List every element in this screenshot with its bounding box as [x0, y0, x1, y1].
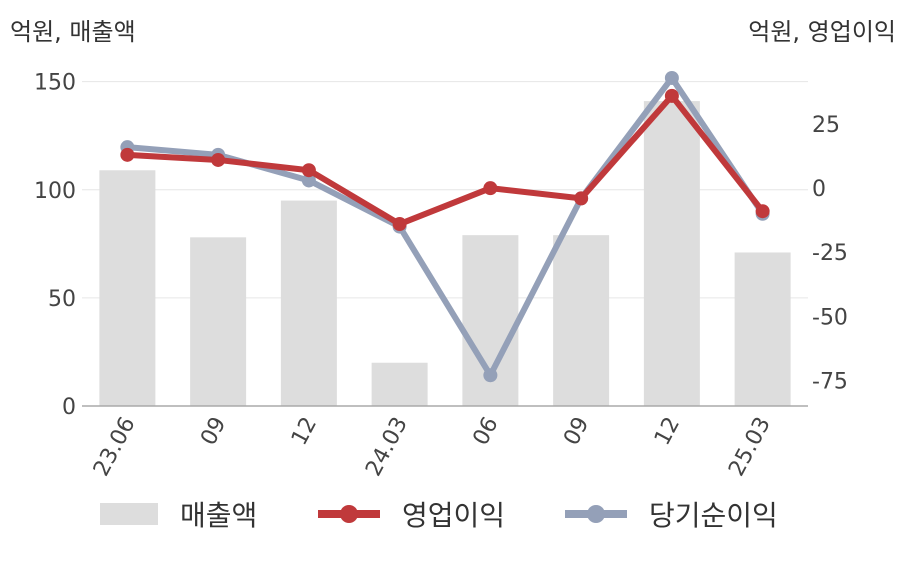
y-left-tick-label: 50	[48, 287, 76, 312]
x-tick-label: 09	[196, 413, 231, 449]
legend-item-revenue: 매출액	[100, 492, 257, 536]
legend-item-net-income: 당기순이익	[565, 492, 778, 536]
point-net-income	[301, 173, 316, 188]
y-right-tick-label: -50	[812, 305, 848, 330]
point-net-income	[664, 70, 679, 85]
x-tick-label: 24.03	[361, 413, 413, 480]
bar-revenue	[99, 170, 156, 406]
bar-revenue	[643, 101, 700, 407]
x-tick-label: 09	[559, 413, 594, 449]
y-left-tick-label: 150	[34, 71, 76, 96]
right-axis-unit-label: 억원, 영업이익	[748, 18, 896, 46]
line-operating-profit	[124, 92, 766, 228]
bar-revenue	[734, 252, 791, 406]
left-axis-unit-label: 억원, 매출액	[10, 18, 136, 46]
bar-revenue	[553, 235, 610, 406]
bar-revenue	[371, 362, 428, 406]
point-operating-profit	[483, 181, 498, 196]
bar-revenue	[280, 200, 337, 406]
legend-label-net-income: 당기순이익	[649, 499, 778, 532]
legend-swatch-net-income	[565, 505, 627, 523]
point-operating-profit	[211, 152, 226, 167]
x-tick-label: 12	[650, 413, 685, 449]
x-tick-label: 06	[468, 413, 503, 449]
y-right-tick-label: -25	[812, 241, 848, 266]
y-right-tick-label: -75	[812, 369, 848, 394]
legend-label-revenue: 매출액	[180, 499, 258, 532]
legend-swatch-revenue	[100, 503, 158, 525]
point-operating-profit	[301, 163, 316, 178]
x-tick-label: 23.06	[89, 413, 141, 480]
y-right-tick-label: 0	[812, 177, 826, 202]
legend-label-operating-profit: 영업이익	[402, 499, 506, 532]
bar-revenue	[190, 237, 247, 406]
y-right-tick-label: 25	[812, 113, 840, 138]
point-operating-profit	[574, 191, 589, 206]
point-operating-profit	[392, 217, 407, 232]
x-tick-label: 12	[287, 413, 322, 449]
y-left-tick-label: 0	[62, 395, 76, 420]
point-net-income	[483, 368, 498, 383]
point-operating-profit	[755, 204, 770, 219]
y-left-tick-label: 100	[34, 179, 76, 204]
chart-legend: 매출액 영업이익 당기순이익	[100, 492, 820, 536]
legend-item-operating-profit: 영업이익	[318, 492, 505, 536]
legend-swatch-operating-profit	[318, 505, 380, 523]
point-operating-profit	[120, 147, 135, 162]
point-operating-profit	[664, 88, 679, 103]
x-tick-label: 25.03	[724, 413, 776, 480]
